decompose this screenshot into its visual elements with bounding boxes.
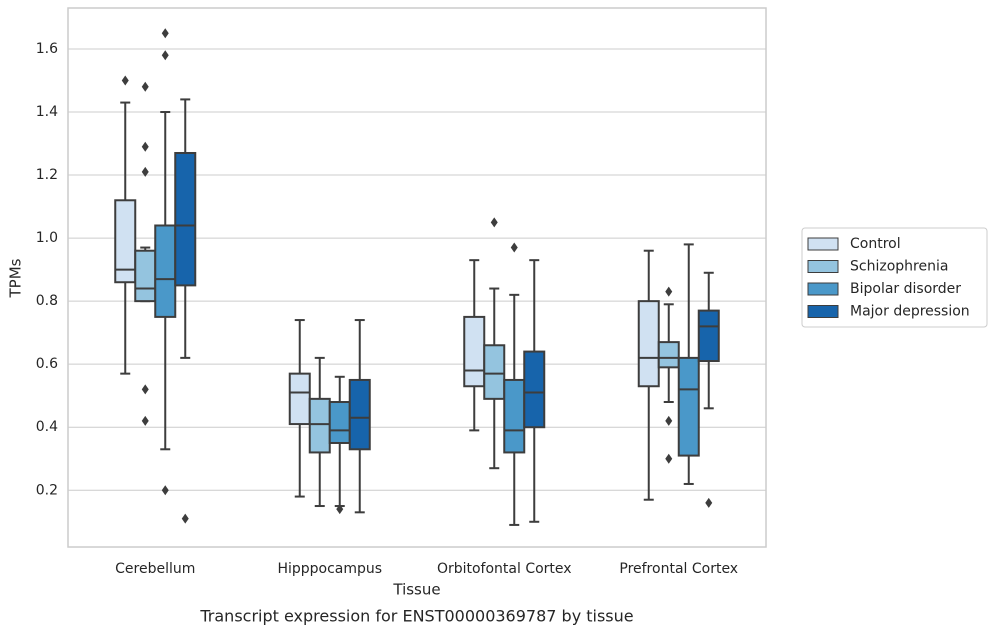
box (174, 151, 197, 287)
plot-frame (67, 7, 767, 548)
legend-frame (801, 227, 988, 328)
box (483, 344, 506, 400)
outlier (705, 497, 713, 508)
x-axis-label: Tissue (392, 581, 440, 599)
y-tick-label: 0.8 (36, 293, 58, 309)
legend-label: Bipolar disorder (850, 281, 961, 297)
y-tick-label: 0.6 (36, 356, 58, 372)
box (154, 224, 177, 318)
outlier (141, 415, 149, 426)
legend-swatch (807, 305, 839, 318)
box (503, 378, 526, 454)
chart-title: Transcript expression for ENST0000036978… (199, 607, 633, 626)
x-tick-label: Cerebellum (115, 561, 195, 577)
outlier (665, 286, 673, 297)
outlier (490, 217, 498, 228)
outlier (161, 485, 169, 496)
box (328, 401, 351, 444)
legend-label: Schizophrenia (850, 259, 948, 275)
box (308, 397, 331, 454)
x-tick-label: Orbitofontal Cortex (437, 561, 572, 577)
legend-label: Control (850, 236, 901, 252)
box (697, 309, 720, 363)
box (523, 350, 546, 429)
outlier (161, 50, 169, 61)
box (114, 199, 137, 284)
outlier (141, 81, 149, 92)
y-tick-label: 1.4 (36, 104, 58, 120)
box (637, 300, 660, 388)
y-tick-label: 0.2 (36, 482, 58, 498)
legend-swatch (807, 237, 839, 251)
outlier (141, 166, 149, 177)
legend-swatch (807, 282, 839, 296)
y-axis-label: TPMs (7, 258, 25, 298)
outlier (161, 28, 169, 39)
y-tick-label: 1.2 (36, 167, 58, 183)
box (677, 356, 700, 457)
outlier (665, 453, 673, 464)
legend-label: Major depression (850, 304, 970, 320)
outlier (510, 242, 518, 253)
box (348, 378, 371, 451)
y-tick-label: 1.6 (36, 41, 58, 57)
outlier (336, 504, 344, 515)
legend-swatch (807, 260, 839, 273)
x-tick-label: Prefrontal Cortex (619, 561, 738, 577)
box (657, 341, 680, 369)
outlier (141, 141, 149, 152)
box (288, 372, 311, 426)
outlier (665, 415, 673, 426)
outlier (121, 75, 129, 86)
box (134, 249, 157, 303)
outlier (181, 513, 189, 524)
outlier (141, 384, 149, 395)
y-tick-label: 1.0 (36, 230, 58, 246)
x-tick-label: Hipppocampus (277, 561, 382, 577)
y-tick-label: 0.4 (36, 419, 58, 435)
box (463, 315, 486, 388)
